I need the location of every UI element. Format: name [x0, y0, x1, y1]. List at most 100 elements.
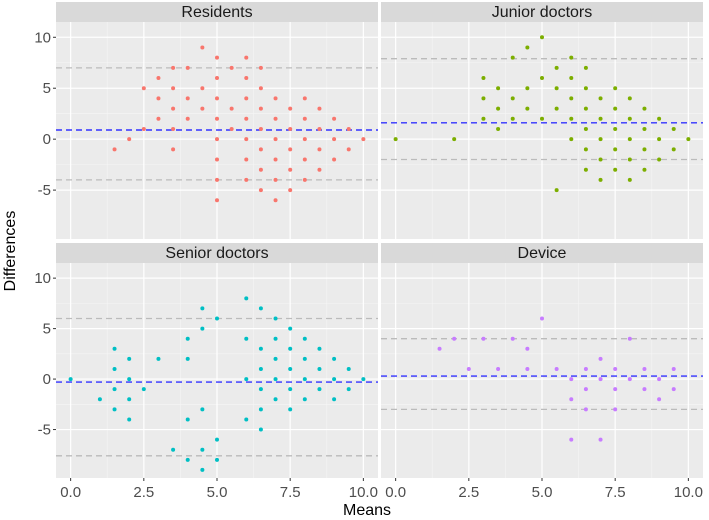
data-point	[671, 366, 676, 371]
data-point	[540, 35, 544, 40]
data-point	[657, 397, 662, 402]
data-point	[346, 126, 351, 131]
data-point	[525, 86, 530, 91]
data-point	[569, 137, 574, 142]
data-point	[540, 116, 544, 121]
data-point	[510, 55, 515, 60]
data-point	[598, 116, 603, 121]
data-point	[613, 167, 618, 172]
data-point	[244, 55, 249, 60]
data-point	[525, 106, 530, 111]
data-point	[613, 86, 618, 91]
data-point	[288, 126, 293, 131]
x-tick-label: 5.0	[207, 484, 228, 501]
data-point	[112, 346, 117, 351]
data-point	[185, 336, 190, 341]
data-point	[496, 366, 501, 371]
data-point	[569, 397, 574, 402]
data-point	[273, 177, 278, 182]
data-point	[68, 377, 73, 382]
data-point	[642, 147, 647, 152]
data-point	[583, 167, 588, 172]
data-point	[273, 316, 278, 321]
data-point	[127, 397, 132, 402]
data-point	[569, 377, 574, 382]
data-point	[185, 457, 190, 462]
data-point	[302, 336, 307, 341]
data-point	[642, 106, 647, 111]
data-point	[302, 96, 307, 101]
data-point	[671, 126, 676, 131]
y-tick-label: 10	[34, 270, 51, 287]
data-point	[554, 86, 559, 91]
data-point	[686, 137, 691, 142]
data-point	[481, 336, 486, 341]
data-point	[598, 157, 603, 162]
data-point	[288, 346, 293, 351]
panel-junior-doctors: Junior doctors	[381, 2, 703, 239]
data-point	[437, 346, 442, 351]
data-point	[200, 447, 205, 452]
data-point	[258, 306, 263, 311]
data-point	[302, 377, 307, 382]
data-point	[598, 177, 603, 182]
data-point	[229, 65, 234, 70]
data-point	[525, 366, 530, 371]
data-point	[598, 356, 603, 361]
data-point	[510, 96, 515, 101]
data-point	[361, 137, 366, 142]
data-point	[97, 397, 102, 402]
data-point	[288, 326, 293, 331]
x-tick-label: 2.5	[133, 484, 154, 501]
data-point	[288, 106, 293, 111]
data-point	[215, 116, 219, 121]
data-point	[583, 86, 588, 91]
data-point	[671, 387, 676, 392]
data-point	[200, 45, 205, 50]
data-point	[613, 407, 618, 412]
data-point	[554, 65, 559, 70]
data-point	[583, 147, 588, 152]
data-point	[273, 336, 278, 341]
data-point	[598, 137, 603, 142]
x-axis-title: Means	[343, 502, 391, 519]
data-point	[273, 96, 278, 101]
data-point	[244, 177, 249, 182]
data-point	[540, 76, 544, 81]
data-point	[569, 96, 574, 101]
data-point	[583, 106, 588, 111]
data-point	[127, 377, 132, 382]
data-point	[510, 336, 515, 341]
panel-title-junior-doctors: Junior doctors	[492, 4, 593, 21]
data-point	[112, 366, 117, 371]
data-point	[302, 397, 307, 402]
x-tick-label: 7.5	[280, 484, 301, 501]
data-point	[598, 377, 603, 382]
data-point	[317, 147, 322, 152]
data-point	[244, 116, 249, 121]
data-point	[171, 126, 176, 131]
data-point	[613, 126, 618, 131]
data-point	[185, 417, 190, 422]
data-point	[288, 387, 293, 392]
data-point	[583, 126, 588, 131]
y-axis-title: Differences	[2, 211, 19, 292]
data-point	[258, 126, 263, 131]
panel-strip-junior-doctors	[381, 2, 703, 22]
panel-title-senior-doctors: Senior doctors	[165, 245, 268, 262]
data-point	[452, 336, 457, 341]
data-point	[112, 407, 117, 412]
x-tick-label: 10.0	[674, 484, 703, 501]
data-point	[525, 45, 530, 50]
data-point	[258, 86, 263, 91]
data-point	[258, 167, 263, 172]
data-point	[627, 96, 632, 101]
data-point	[273, 198, 278, 203]
data-point	[171, 86, 176, 91]
data-point	[215, 177, 219, 182]
data-point	[141, 387, 146, 392]
data-point	[657, 377, 662, 382]
data-point	[200, 106, 205, 111]
data-point	[141, 126, 146, 131]
